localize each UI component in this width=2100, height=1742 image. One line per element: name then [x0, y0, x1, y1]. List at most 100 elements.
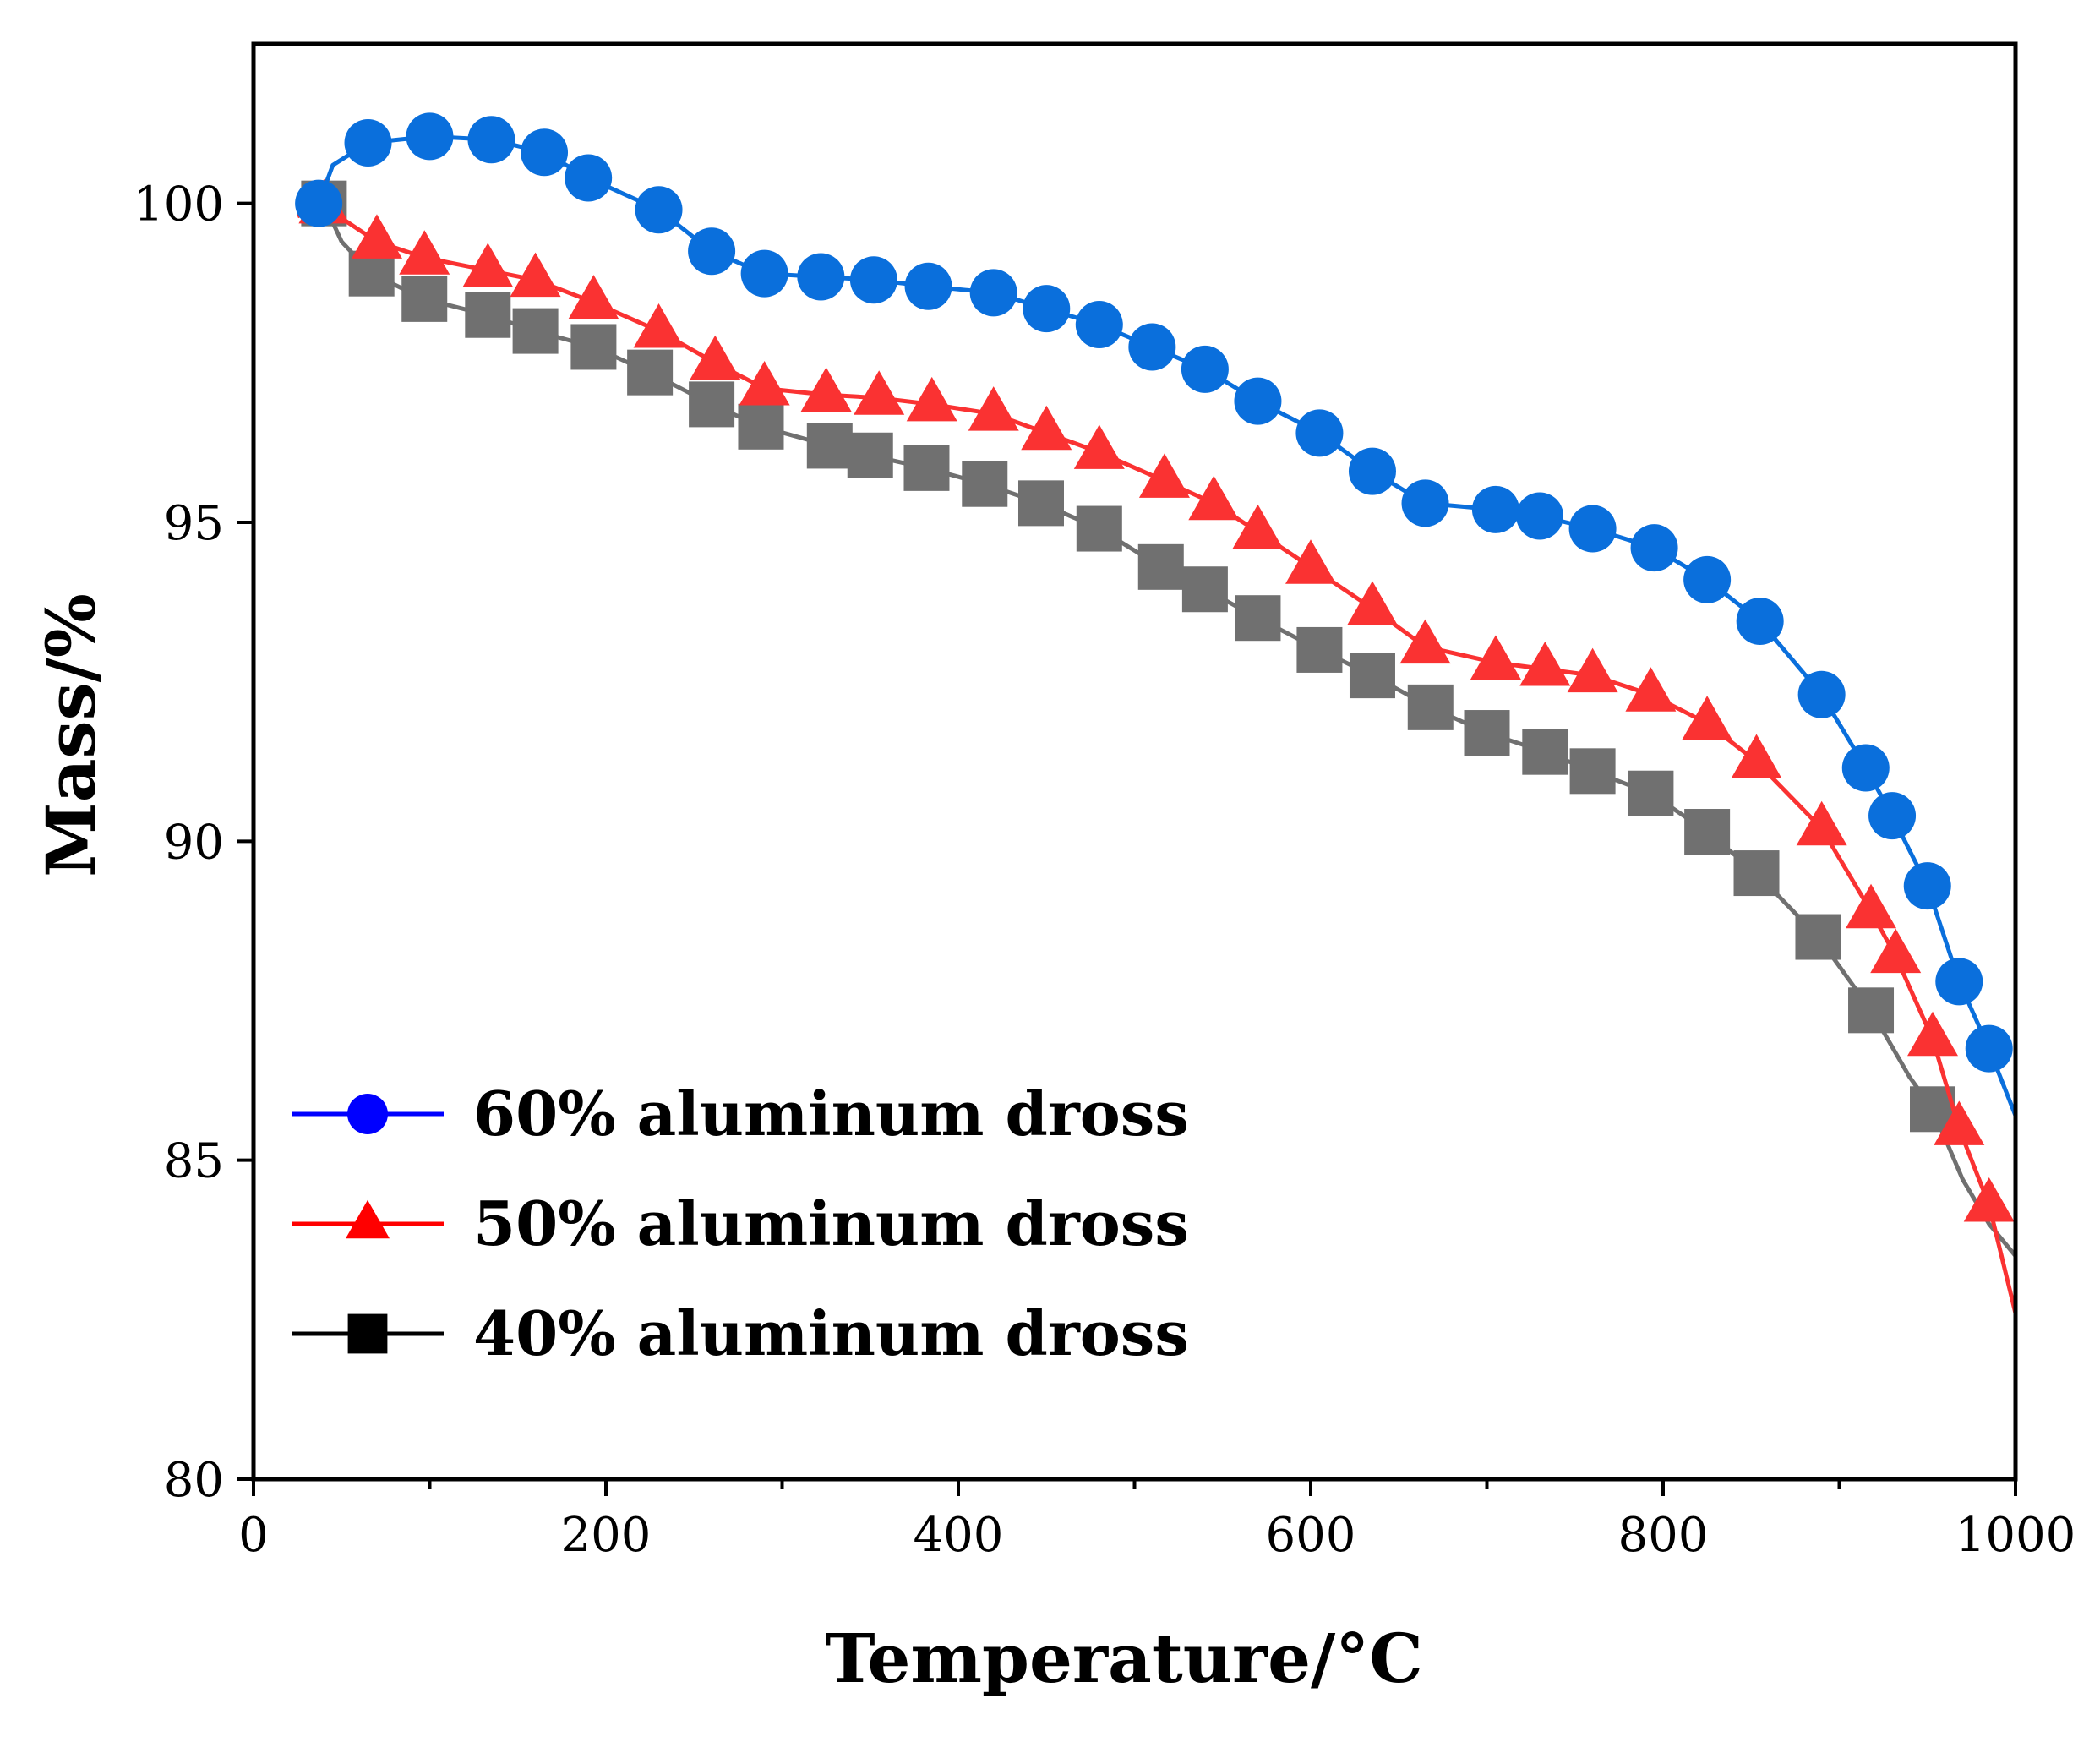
data-point	[570, 324, 617, 370]
data-point	[969, 269, 1017, 317]
legend-label: 60% aluminum dross	[473, 1078, 1189, 1150]
data-point	[968, 386, 1019, 431]
x-tick-label: 400	[914, 1508, 1004, 1563]
data-point	[1868, 792, 1917, 840]
data-point	[739, 360, 790, 406]
data-point	[690, 335, 741, 380]
x-tick-label: 1000	[1955, 1508, 2076, 1563]
data-point	[1569, 748, 1616, 795]
data-point	[1234, 377, 1282, 425]
legend-item: 40% aluminum dross	[292, 1297, 1189, 1369]
data-point	[1023, 285, 1071, 333]
legend-marker	[347, 1094, 388, 1134]
data-point	[1296, 626, 1343, 673]
series-triangle	[297, 178, 2018, 1314]
data-point	[1128, 323, 1176, 371]
data-point	[635, 186, 683, 234]
data-point	[1795, 914, 1841, 960]
data-point	[512, 308, 559, 354]
data-point	[1628, 770, 1674, 816]
data-point	[401, 276, 448, 322]
data-point	[1625, 667, 1677, 712]
data-point	[906, 376, 957, 422]
data-point	[740, 249, 788, 298]
data-point	[1519, 642, 1571, 686]
data-point	[565, 154, 613, 202]
data-point	[1017, 480, 1064, 527]
legend-marker	[346, 1199, 390, 1239]
data-point	[568, 275, 619, 319]
data-point	[1684, 809, 1731, 855]
legend-label: 40% aluminum dross	[473, 1297, 1189, 1369]
legend-label: 50% aluminum dross	[473, 1188, 1189, 1259]
data-point	[1407, 684, 1454, 730]
data-point	[467, 116, 515, 164]
data-point	[1346, 581, 1398, 625]
data-point	[1401, 479, 1449, 527]
data-point	[1568, 505, 1617, 553]
data-point	[1567, 647, 1618, 693]
y-tick-label: 95	[164, 496, 224, 551]
data-point	[1733, 850, 1780, 897]
data-point	[627, 349, 674, 396]
data-point	[1848, 987, 1895, 1034]
data-point	[1138, 453, 1190, 498]
data-point	[1349, 653, 1395, 699]
data-point	[1934, 1100, 1985, 1145]
data-point	[1731, 734, 1782, 778]
data-point	[1076, 505, 1122, 552]
data-point	[1235, 595, 1281, 642]
data-point	[1285, 539, 1336, 584]
y-tick-label: 80	[164, 1453, 224, 1508]
x-tick-label: 200	[561, 1508, 652, 1563]
data-point	[1181, 566, 1228, 613]
data-point	[1846, 883, 1897, 929]
data-point	[1137, 543, 1184, 590]
data-point	[1232, 504, 1284, 549]
data-point	[462, 243, 514, 287]
data-point	[1841, 744, 1890, 792]
y-tick-label: 100	[134, 177, 224, 232]
data-point	[738, 403, 784, 450]
data-point	[904, 262, 952, 310]
axes-layer: 0 200 400 600 800 1000 80 85 90 95 100	[134, 41, 2076, 1563]
legend: 60% aluminum dross 50% aluminum dross 40% …	[292, 1078, 1189, 1369]
data-point	[1073, 424, 1125, 469]
data-point	[1021, 405, 1072, 451]
data-point	[406, 112, 454, 161]
data-point	[1963, 1177, 2015, 1222]
y-tick-label: 85	[164, 1134, 224, 1189]
y-tick-label: 90	[164, 815, 224, 870]
data-point	[1470, 635, 1521, 680]
data-point	[1348, 447, 1396, 495]
data-point	[1188, 475, 1240, 521]
x-tick-label: 600	[1266, 1508, 1356, 1563]
data-point	[1630, 524, 1678, 572]
data-point	[689, 381, 735, 428]
data-point	[1907, 1011, 1959, 1057]
data-point	[800, 367, 852, 412]
data-point	[1471, 485, 1519, 533]
data-point	[1295, 409, 1344, 457]
data-point	[399, 230, 450, 275]
data-point	[521, 128, 569, 177]
x-axis-title: Temperature/°C	[825, 1619, 1423, 1698]
data-point	[1683, 555, 1732, 603]
data-point	[465, 292, 511, 338]
data-point	[351, 214, 402, 259]
data-point	[1516, 492, 1564, 540]
data-point	[849, 256, 897, 304]
data-point	[797, 253, 845, 301]
data-point	[1075, 301, 1123, 349]
data-point	[1464, 710, 1510, 756]
data-point	[854, 370, 905, 415]
data-point	[1797, 670, 1846, 718]
data-point	[1181, 345, 1229, 393]
legend-item: 50% aluminum dross	[292, 1188, 1189, 1259]
legend-marker	[347, 1313, 388, 1354]
series-layer	[295, 112, 2018, 1314]
data-point	[1965, 1024, 2013, 1073]
data-point	[1870, 928, 1922, 974]
x-tick-label: 800	[1618, 1508, 1709, 1563]
